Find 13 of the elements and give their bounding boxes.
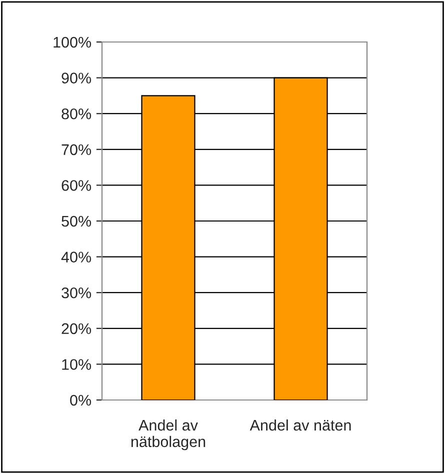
y-tick-label: 50% bbox=[62, 216, 92, 227]
y-tick-label: 30% bbox=[62, 287, 92, 298]
y-tick-label: 60% bbox=[62, 180, 92, 191]
y-tick-label: 0% bbox=[70, 394, 92, 406]
y-tick-label: 20% bbox=[62, 323, 92, 334]
y-tick-label: 10% bbox=[62, 359, 92, 370]
y-tick-label: 70% bbox=[62, 144, 92, 156]
y-tick-label: 100% bbox=[54, 36, 92, 48]
x-tick-label: Andel av näten bbox=[250, 419, 351, 431]
x-tick-label: Andel av nätbolagen bbox=[131, 419, 206, 450]
y-tick-label: 90% bbox=[62, 72, 92, 84]
y-tick-label: 40% bbox=[61, 252, 92, 262]
y-tick-label: 80% bbox=[62, 108, 92, 120]
